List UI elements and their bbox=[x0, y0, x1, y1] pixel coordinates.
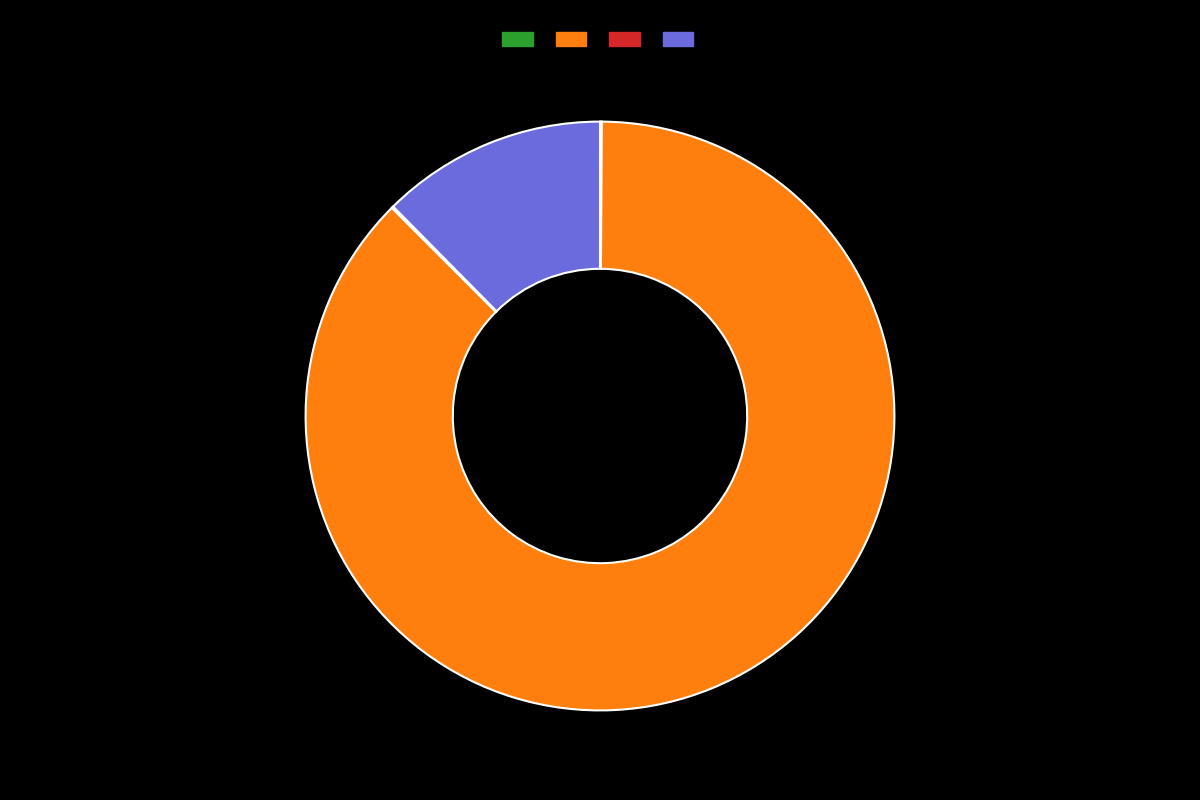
Wedge shape bbox=[392, 206, 497, 312]
Wedge shape bbox=[600, 122, 602, 269]
Wedge shape bbox=[394, 122, 600, 311]
Legend: , , , : , , , bbox=[496, 26, 704, 54]
Wedge shape bbox=[306, 122, 894, 710]
